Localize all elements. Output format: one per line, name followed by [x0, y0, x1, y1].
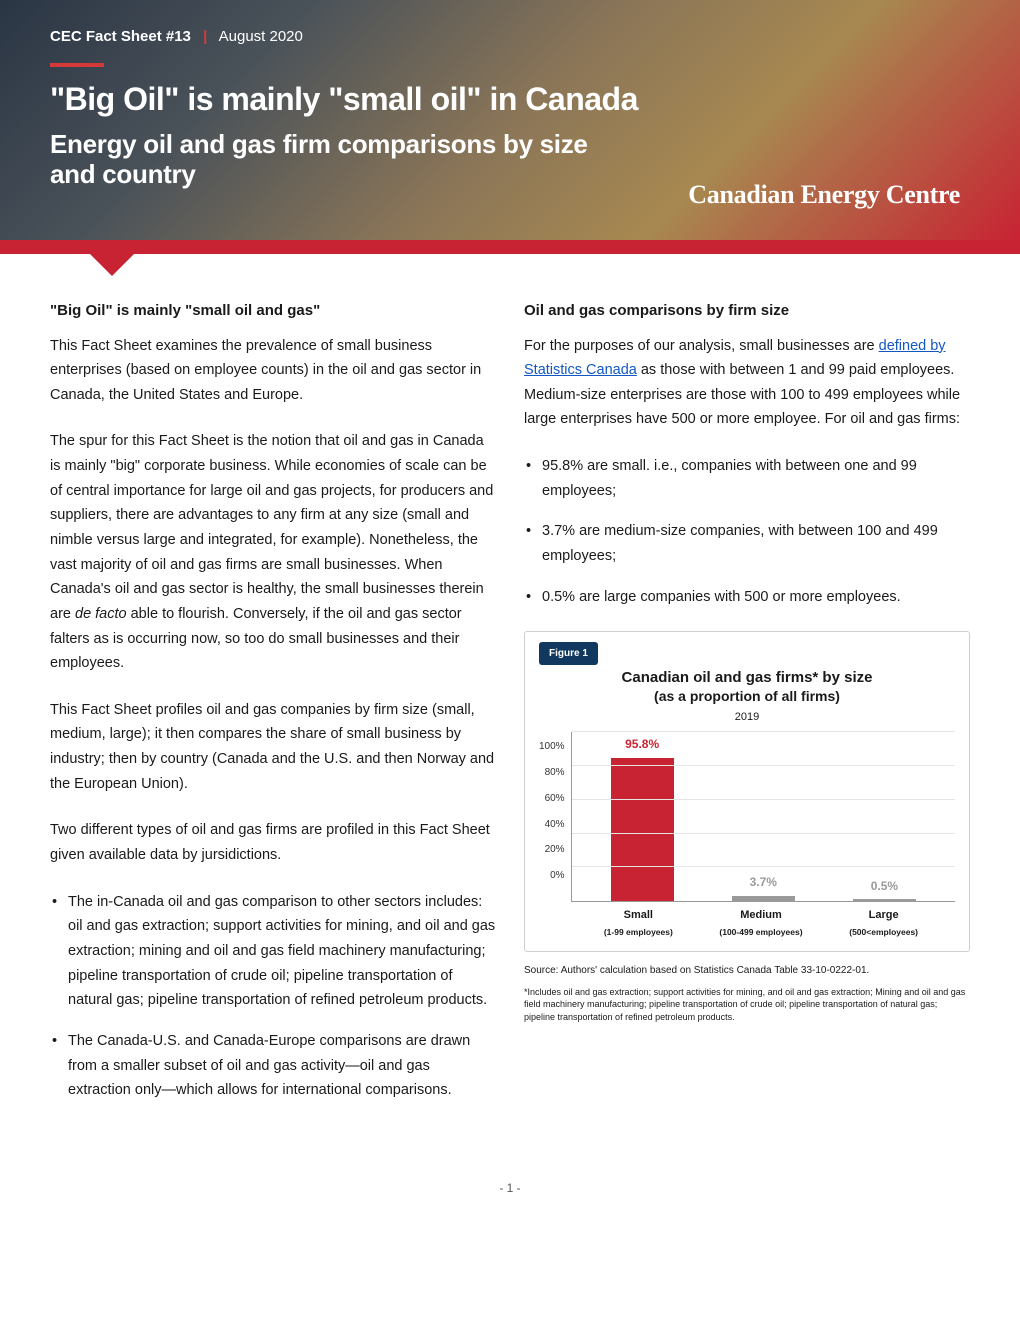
- x-label: Medium(100-499 employees): [706, 906, 816, 939]
- x-axis-labels: Small(1-99 employees) Medium(100-499 empl…: [567, 902, 955, 939]
- left-p1: This Fact Sheet examines the prevalence …: [50, 334, 496, 408]
- y-tick: 40%: [545, 816, 565, 833]
- bar-group: 3.7%: [709, 872, 818, 901]
- figure-title: Canadian oil and gas firms* by size: [539, 669, 955, 688]
- right-p1: For the purposes of our analysis, small …: [524, 334, 970, 433]
- gridline: [572, 866, 955, 867]
- y-tick: 100%: [539, 738, 565, 755]
- left-p3: This Fact Sheet profiles oil and gas com…: [50, 698, 496, 797]
- y-tick: 60%: [545, 790, 565, 807]
- y-axis: 100% 80% 60% 40% 20% 0%: [539, 732, 571, 902]
- bar-value-label: 0.5%: [871, 876, 898, 896]
- figure-label: Figure 1: [539, 642, 598, 665]
- plot-area: 95.8% 3.7% 0.5%: [571, 732, 955, 902]
- y-tick: 20%: [545, 841, 565, 858]
- right-bullets: 95.8% are small. i.e., companies with be…: [524, 454, 970, 609]
- right-bullet-3: 0.5% are large companies with 500 or mor…: [524, 585, 970, 610]
- left-bullet-2: The Canada-U.S. and Canada-Europe compar…: [50, 1029, 496, 1103]
- series-name: CEC Fact Sheet: [50, 28, 162, 45]
- x-label: Small(1-99 employees): [583, 906, 693, 939]
- content-columns: "Big Oil" is mainly "small oil and gas" …: [0, 298, 1020, 1165]
- issue-number: #13: [166, 28, 191, 45]
- figure-1: Figure 1 Canadian oil and gas firms* by …: [524, 631, 970, 952]
- bar-group: 95.8%: [588, 734, 697, 901]
- left-p4: Two different types of oil and gas firms…: [50, 818, 496, 867]
- y-tick: 0%: [550, 867, 564, 884]
- right-bullet-1: 95.8% are small. i.e., companies with be…: [524, 454, 970, 503]
- figure-source: Source: Authors' calculation based on St…: [524, 964, 970, 978]
- figure-year: 2019: [539, 708, 955, 727]
- bar: [853, 899, 916, 901]
- bars-container: 95.8% 3.7% 0.5%: [572, 732, 955, 901]
- issue-date: August 2020: [219, 28, 303, 45]
- left-bullets: The in-Canada oil and gas comparison to …: [50, 890, 496, 1103]
- page-number: - 1 -: [0, 1165, 1020, 1217]
- bar-value-label: 3.7%: [750, 872, 777, 892]
- factsheet-meta: CEC Fact Sheet #13 | August 2020: [50, 28, 970, 45]
- bar: [732, 896, 795, 902]
- right-heading: Oil and gas comparisons by firm size: [524, 298, 970, 324]
- left-column: "Big Oil" is mainly "small oil and gas" …: [50, 298, 496, 1125]
- bar-chart: 100% 80% 60% 40% 20% 0% 95.8% 3.7% 0.5%: [539, 732, 955, 902]
- right-bullet-2: 3.7% are medium-size companies, with bet…: [524, 519, 970, 568]
- gridline: [572, 731, 955, 732]
- figure-subtitle: (as a proportion of all firms): [539, 688, 955, 706]
- left-bullet-1: The in-Canada oil and gas comparison to …: [50, 890, 496, 1013]
- hero-banner: CEC Fact Sheet #13 | August 2020 "Big Oi…: [0, 0, 1020, 240]
- gridline: [572, 799, 955, 800]
- bar-value-label: 95.8%: [625, 734, 659, 754]
- left-p2: The spur for this Fact Sheet is the noti…: [50, 429, 496, 675]
- red-band: [0, 240, 1020, 254]
- x-label: Large(500<employees): [828, 906, 938, 939]
- meta-separator: |: [203, 28, 207, 45]
- hero-title: "Big Oil" is mainly "small oil" in Canad…: [50, 81, 970, 118]
- pointer-triangle: [90, 254, 134, 276]
- gridline: [572, 765, 955, 766]
- brand-logo: Canadian Energy Centre: [688, 180, 960, 210]
- right-column: Oil and gas comparisons by firm size For…: [524, 298, 970, 1125]
- hero-subtitle: Energy oil and gas firm comparisons by s…: [50, 130, 610, 190]
- gridline: [572, 833, 955, 834]
- bar: [611, 758, 674, 902]
- bar-group: 0.5%: [830, 876, 939, 901]
- y-tick: 80%: [545, 764, 565, 781]
- accent-rule: [50, 63, 104, 67]
- left-heading: "Big Oil" is mainly "small oil and gas": [50, 298, 496, 324]
- figure-note: *Includes oil and gas extraction; suppor…: [524, 986, 970, 1022]
